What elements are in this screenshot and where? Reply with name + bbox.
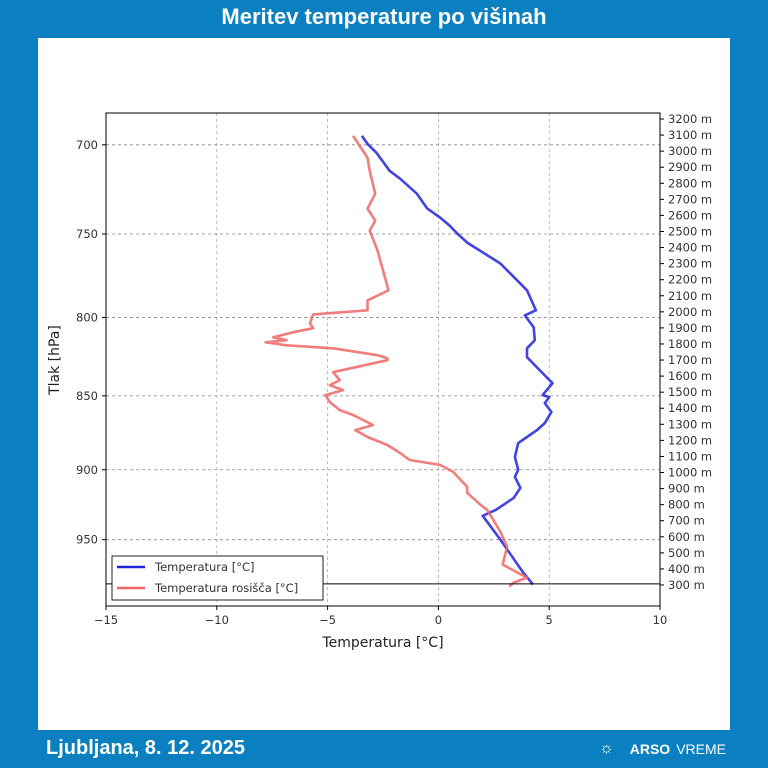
x-axis: −15 −10 −5 0 5 10 <box>94 606 667 627</box>
height-tick-label: 300 m <box>668 578 705 592</box>
series-lines <box>264 135 554 588</box>
height-tick-label: 700 m <box>668 514 705 528</box>
height-tick-label: 2200 m <box>668 273 712 287</box>
height-tick-label: 2000 m <box>668 305 712 319</box>
height-tick-label: 1300 m <box>668 417 712 431</box>
temperature-line <box>360 135 554 586</box>
y-tick-label: 900 <box>76 463 98 477</box>
legend: Temperatura [°C] Temperatura rosišča [°C… <box>111 555 324 601</box>
brand-light: VREME <box>676 741 726 757</box>
height-tick-label: 1000 m <box>668 466 712 480</box>
height-tick-label: 2400 m <box>668 241 712 255</box>
brand-logo: ☼ ARSO VREME <box>599 740 726 758</box>
height-tick-label: 800 m <box>668 498 705 512</box>
grid <box>106 113 660 606</box>
x-tick-label: 0 <box>435 613 442 627</box>
legend-box <box>111 555 324 601</box>
height-tick-label: 1400 m <box>668 401 712 415</box>
height-tick-label: 1200 m <box>668 433 712 447</box>
plot-frame <box>105 112 661 607</box>
height-axis: 300 m 400 m 500 m 600 m 700 m 800 m 900 m 1000 … <box>660 112 712 592</box>
height-tick-label: 600 m <box>668 530 705 544</box>
height-tick-label: 1500 m <box>668 385 712 399</box>
x-tick-label: −10 <box>205 613 229 627</box>
height-tick-label: 2300 m <box>668 257 712 271</box>
height-tick-label: 2600 m <box>668 208 712 222</box>
height-tick-label: 2100 m <box>668 289 712 303</box>
y-axis-label: Tlak [hPa] <box>47 325 63 396</box>
legend-label-temperature: Temperatura [°C] <box>154 560 254 574</box>
x-tick-label: 5 <box>546 613 553 627</box>
x-axis-label: Temperatura [°C] <box>321 635 443 651</box>
dewpoint-line <box>264 135 529 588</box>
height-tick-label: 2800 m <box>668 176 712 190</box>
height-tick-label: 2500 m <box>668 224 712 238</box>
height-tick-label: 500 m <box>668 546 705 560</box>
height-tick-label: 2700 m <box>668 192 712 206</box>
height-tick-label: 2900 m <box>668 160 712 174</box>
y-tick-label: 950 <box>76 533 98 547</box>
chart-panel <box>38 38 730 730</box>
height-tick-label: 3000 m <box>668 144 712 158</box>
sun-icon: ☼ <box>599 740 614 757</box>
height-tick-label: 3100 m <box>668 128 712 142</box>
height-tick-label: 1100 m <box>668 449 712 463</box>
height-tick-label: 1900 m <box>668 321 712 335</box>
height-tick-label: 1700 m <box>668 353 712 367</box>
location-date: Ljubljana, 8. 12. 2025 <box>46 737 245 759</box>
y-tick-label: 700 <box>76 138 98 152</box>
y-tick-label: 850 <box>76 389 98 403</box>
height-tick-label: 1600 m <box>668 369 712 383</box>
page-title: Meritev temperature po višinah <box>221 4 547 29</box>
y-axis: 700 750 800 850 900 950 <box>76 138 106 547</box>
y-tick-label: 800 <box>76 310 98 324</box>
brand-bold: ARSO <box>629 741 671 757</box>
x-tick-label: −15 <box>94 613 118 627</box>
height-tick-label: 3200 m <box>668 112 712 126</box>
x-tick-label: 10 <box>653 613 668 627</box>
height-tick-label: 900 m <box>668 482 705 496</box>
legend-label-dewpoint: Temperatura rosišča [°C] <box>154 581 298 595</box>
y-tick-label: 750 <box>76 227 98 241</box>
height-tick-label: 1800 m <box>668 337 712 351</box>
x-tick-label: −5 <box>319 613 336 627</box>
height-tick-label: 400 m <box>668 562 705 576</box>
